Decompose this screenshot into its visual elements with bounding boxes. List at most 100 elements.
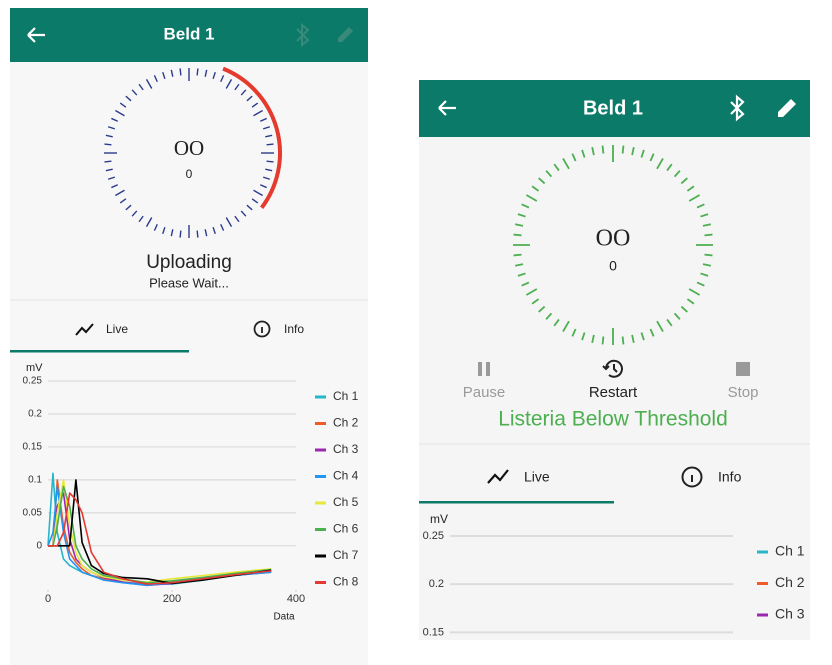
dial-tick bbox=[562, 157, 570, 170]
stop-button[interactable]: Stop bbox=[728, 384, 759, 401]
dial-tick bbox=[686, 298, 695, 305]
dial-tick bbox=[179, 230, 182, 238]
tab-info[interactable]: Info bbox=[718, 469, 742, 485]
legend-label: Ch 3 bbox=[333, 442, 359, 456]
dial-tick bbox=[225, 217, 233, 227]
chart: mV 0.15 0.2 0.25 Ch 1 Ch 2 Ch 3 bbox=[423, 512, 805, 638]
dial-tick bbox=[704, 253, 713, 257]
dial-tick bbox=[680, 305, 688, 313]
dial-tick bbox=[212, 71, 216, 80]
dial-tick bbox=[104, 143, 112, 146]
legend-label: Ch 1 bbox=[775, 543, 805, 559]
dial-tick bbox=[513, 253, 522, 257]
dial-tick bbox=[525, 288, 538, 296]
screen-background bbox=[10, 8, 368, 665]
series-line bbox=[48, 479, 272, 583]
live-tab-icon bbox=[487, 469, 509, 484]
info-tab-icon bbox=[253, 320, 271, 338]
dial-tick bbox=[170, 229, 174, 237]
status-subtitle: Please Wait... bbox=[149, 275, 229, 290]
dial-tick bbox=[246, 95, 253, 102]
dial-tick bbox=[649, 153, 655, 162]
legend-label: Ch 8 bbox=[333, 575, 359, 589]
dial-tick bbox=[204, 229, 208, 237]
dial-tick bbox=[204, 69, 208, 77]
dial-tick bbox=[145, 79, 153, 89]
dial-reading: OO bbox=[174, 136, 204, 160]
status-title: Uploading bbox=[146, 252, 232, 273]
legend-label: Ch 5 bbox=[333, 495, 359, 509]
dial-tick bbox=[266, 160, 274, 163]
edit-button[interactable] bbox=[338, 27, 353, 42]
bluetooth-button[interactable] bbox=[730, 94, 745, 122]
live-tab-icon bbox=[75, 323, 94, 336]
dial-tick bbox=[700, 213, 709, 218]
x-tick-label: 0 bbox=[45, 593, 51, 605]
dial-tick bbox=[514, 263, 524, 267]
dial-tick bbox=[621, 336, 625, 345]
dial-tick bbox=[107, 126, 116, 130]
dial-tick bbox=[553, 318, 560, 327]
dial-tick bbox=[666, 318, 673, 327]
dial-tick bbox=[251, 102, 259, 108]
dial-tick bbox=[153, 75, 158, 83]
restart-button[interactable]: Restart bbox=[589, 384, 638, 401]
restart-icon bbox=[602, 359, 623, 378]
dial-tick bbox=[553, 163, 560, 172]
dial-tick bbox=[234, 215, 240, 223]
dial-tick bbox=[704, 233, 713, 237]
dial-tick bbox=[517, 272, 526, 277]
dial-tick bbox=[125, 204, 132, 211]
edit-button[interactable] bbox=[778, 99, 796, 117]
dial-tick bbox=[688, 288, 701, 296]
dial-tick bbox=[119, 198, 127, 204]
back-button[interactable] bbox=[27, 27, 45, 43]
dial-tick bbox=[145, 217, 153, 227]
pause-button[interactable]: Pause bbox=[463, 384, 506, 401]
dial-tick bbox=[105, 134, 113, 138]
dial-reading: OO bbox=[596, 226, 631, 252]
progress-arc bbox=[222, 66, 282, 209]
tab-indicator bbox=[10, 350, 189, 353]
dial-tick bbox=[251, 198, 259, 204]
y-tick-label: 0.25 bbox=[423, 530, 444, 542]
bluetooth-button[interactable] bbox=[296, 22, 310, 48]
dial-tick bbox=[591, 334, 595, 344]
tab-live[interactable]: Live bbox=[524, 469, 550, 485]
dial-tick bbox=[138, 83, 144, 91]
dial-tick bbox=[153, 223, 158, 231]
dial-tick bbox=[253, 109, 263, 117]
dial-tick bbox=[631, 146, 635, 156]
dial-tick bbox=[700, 272, 709, 277]
app-bar bbox=[10, 8, 368, 62]
dial-tick bbox=[680, 177, 688, 185]
info-tab-icon bbox=[681, 466, 703, 488]
dial-tick bbox=[673, 170, 681, 178]
dial-tick bbox=[253, 189, 263, 197]
app-title: Beld 1 bbox=[163, 24, 214, 43]
dial-tick bbox=[656, 320, 664, 333]
dial-tick bbox=[571, 328, 577, 337]
dial-tick bbox=[525, 194, 538, 202]
dial-tick bbox=[262, 126, 271, 130]
dial-tick bbox=[115, 109, 125, 117]
tab-indicator bbox=[419, 501, 614, 504]
dial-tick bbox=[125, 95, 132, 102]
y-tick-label: 0.15 bbox=[423, 626, 444, 638]
dial-tick bbox=[162, 226, 166, 235]
dial-tick bbox=[688, 194, 701, 202]
dial-tick bbox=[601, 336, 605, 345]
dial-tick bbox=[591, 146, 595, 156]
back-button[interactable] bbox=[438, 100, 456, 116]
dial-value: 0 bbox=[609, 258, 617, 274]
dial-tick bbox=[240, 210, 247, 217]
x-tick-label: 200 bbox=[163, 593, 181, 605]
tab-live[interactable]: Live bbox=[106, 322, 128, 336]
dial-tick bbox=[666, 163, 673, 172]
y-tick-label: 0.05 bbox=[23, 508, 43, 519]
dial-tick bbox=[545, 312, 553, 320]
tab-info[interactable]: Info bbox=[284, 322, 304, 336]
dial-tick bbox=[107, 176, 116, 180]
